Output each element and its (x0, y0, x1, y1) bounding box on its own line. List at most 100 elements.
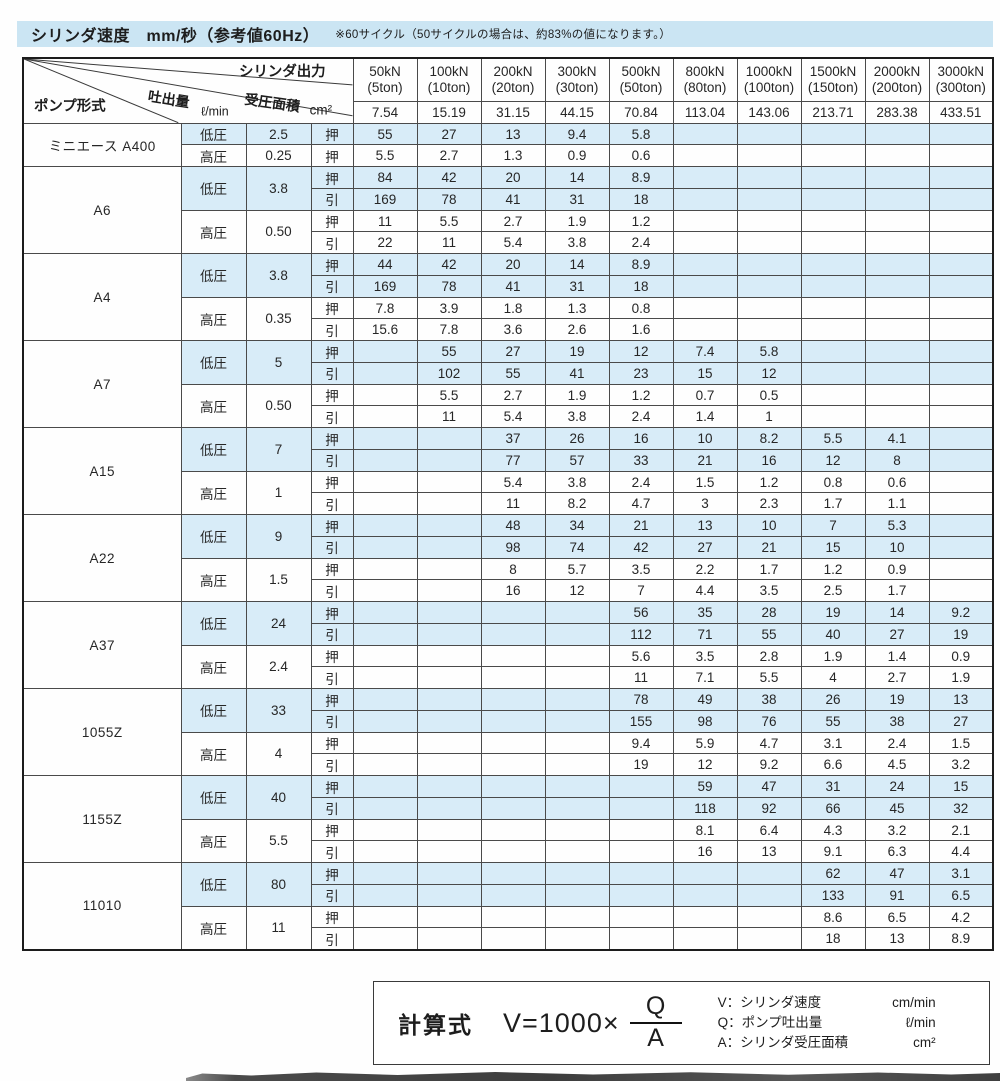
speed-value: 15 (800, 535, 866, 559)
pressure-label: 低圧 (180, 340, 247, 385)
pump-name: A37 (22, 601, 182, 690)
corner-label-discharge: 吐出量 (147, 88, 191, 110)
speed-value (352, 579, 418, 603)
speed-value: 112 (608, 622, 674, 646)
direction-label: 押 (310, 144, 354, 168)
speed-value (544, 905, 610, 929)
speed-value (416, 905, 482, 929)
speed-value: 169 (352, 187, 418, 211)
table-row: A6 低圧 3.8 押 84 42 20 14 8.9 (22, 166, 994, 255)
direction-label: 押 (310, 253, 354, 276)
speed-value: 4.3 (800, 818, 866, 842)
speed-value: 28 (736, 601, 802, 624)
discharge-value: 11 (245, 905, 312, 951)
speed-value: 40 (800, 622, 866, 646)
speed-value (736, 862, 802, 885)
speed-value: 18 (608, 187, 674, 211)
direction-label: 押 (310, 818, 354, 842)
speed-value: 2.6 (544, 318, 610, 342)
speed-value: 8.6 (800, 905, 866, 929)
speed-value: 71 (672, 622, 738, 646)
speed-value: 38 (864, 709, 930, 733)
speed-value (864, 253, 930, 276)
speed-value (864, 209, 930, 233)
speed-value: 15 (672, 361, 738, 385)
table-corner-cell: シリンダ出力 受圧面積 cm² 吐出量 ℓ/min ポンプ形式 (22, 57, 354, 124)
speed-value (544, 883, 610, 907)
speed-value: 12 (800, 448, 866, 472)
speed-value (800, 340, 866, 363)
speed-value (416, 622, 482, 646)
speed-value: 133 (800, 883, 866, 907)
speed-value: 9.4 (608, 731, 674, 755)
speed-value (800, 187, 866, 211)
speed-value: 27 (672, 535, 738, 559)
speed-value (352, 927, 418, 951)
speed-value (544, 666, 610, 690)
speed-value (416, 927, 482, 951)
speed-value (928, 340, 994, 363)
speed-value: 74 (544, 535, 610, 559)
direction-label: 引 (310, 666, 354, 690)
speed-value (736, 144, 802, 168)
pressure-area-value: 15.19 (416, 101, 482, 124)
table-row: 高圧 0.25 押 5.5 2.7 1.3 0.9 0.6 (23, 144, 994, 168)
speed-value (928, 470, 994, 494)
speed-value: 13 (480, 122, 546, 146)
speed-value: 3.1 (928, 862, 994, 885)
speed-value (480, 644, 546, 668)
speed-value: 19 (864, 688, 930, 711)
speed-value (416, 579, 482, 603)
speed-value: 91 (864, 883, 930, 907)
legend-symbol: V： (717, 995, 741, 1010)
speed-value: 55 (416, 340, 482, 363)
speed-value: 9.1 (800, 840, 866, 864)
speed-value (352, 557, 418, 581)
speed-value (352, 361, 418, 385)
column-header-2000kN: 2000kN (200ton) (864, 57, 930, 103)
speed-value: 1.7 (800, 492, 866, 516)
speed-value: 8.9 (608, 253, 674, 276)
speed-value (672, 209, 738, 233)
direction-label: 引 (310, 448, 354, 472)
speed-value (352, 340, 418, 363)
speed-value: 2.4 (608, 405, 674, 429)
speed-value (800, 122, 866, 146)
speed-value (352, 601, 418, 624)
speed-value (672, 274, 738, 298)
diagonal-divider-2 (24, 59, 352, 117)
speed-value (352, 427, 418, 450)
speed-value (736, 274, 802, 298)
speed-value: 78 (416, 274, 482, 298)
speed-value (416, 644, 482, 668)
speed-value (800, 166, 866, 189)
pressure-label: 低圧 (180, 166, 247, 211)
speed-value (352, 775, 418, 798)
direction-label: 押 (310, 601, 354, 624)
speed-value: 7.8 (352, 296, 418, 320)
speed-value (544, 796, 610, 820)
speed-value (352, 383, 418, 407)
direction-label: 引 (310, 492, 354, 516)
speed-value: 41 (480, 274, 546, 298)
speed-value: 3.5 (608, 557, 674, 581)
speed-value (608, 818, 674, 842)
table-row: 引 133 91 6.5 (23, 883, 994, 907)
pump-name: 1155Z (22, 775, 182, 864)
speed-value: 31 (544, 187, 610, 211)
speed-value (544, 753, 610, 777)
speed-value: 0.6 (608, 144, 674, 168)
table-row: 高圧 11 押 8.6 6.5 4.2 (23, 905, 994, 951)
speed-value (480, 709, 546, 733)
speed-value: 77 (480, 448, 546, 472)
speed-value: 21 (608, 514, 674, 537)
pump-name: 1055Z (22, 688, 182, 777)
speed-value (928, 296, 994, 320)
speed-value (736, 318, 802, 342)
speed-value: 1.3 (480, 144, 546, 168)
pump-name: 11010 (22, 862, 182, 951)
table-row: 引 15.6 7.8 3.6 2.6 1.6 (23, 318, 994, 342)
speed-value: 1.9 (928, 666, 994, 690)
speed-value (480, 905, 546, 929)
pressure-label: 高圧 (180, 731, 247, 777)
